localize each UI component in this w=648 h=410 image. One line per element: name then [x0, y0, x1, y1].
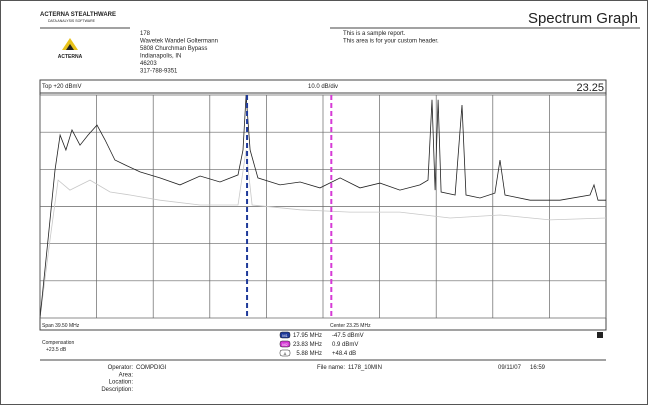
address-line: 317-788-9351: [140, 69, 178, 75]
address-line: Wavetek Wandel Goltermann: [140, 39, 218, 45]
address-line: 178: [140, 31, 151, 37]
trace: [39, 94, 606, 319]
field-value: COMPDIGI: [136, 365, 167, 371]
compensation-label: Compensation: [42, 340, 74, 346]
marker-tag: Δ: [284, 351, 287, 356]
header-note: This area is for your custom header.: [343, 39, 439, 45]
field-label: Location:: [109, 380, 134, 386]
address-line: 5808 Churchman Bypass: [140, 46, 207, 52]
field-label: Area:: [119, 372, 134, 378]
marker-level: 0.9 dBmV: [332, 342, 358, 348]
field-label: Description:: [101, 387, 133, 393]
file-label: File name:: [317, 365, 345, 371]
field-label: Operator:: [108, 365, 134, 371]
marker-badge: [279, 349, 291, 357]
page-title: Spectrum Graph: [528, 10, 638, 27]
trace: [39, 149, 607, 319]
marker-level: +48.4 dB: [332, 351, 356, 357]
address-line: Indianapolis, IN: [140, 54, 181, 60]
brand-sub: DATA ANALYSIS SOFTWARE: [48, 19, 96, 23]
scale-label: 10.0 dB/div: [308, 84, 338, 90]
time: 16:59: [530, 365, 546, 371]
logo: [66, 44, 74, 50]
print-icon: [597, 332, 603, 338]
span-label: Span 39.50 MHz: [42, 323, 80, 329]
address-line: 46203: [140, 61, 157, 67]
readout: 23.25: [576, 82, 604, 94]
date: 09/11/07: [498, 365, 522, 371]
brand: ACTERNA STEALTHWARE: [40, 12, 116, 18]
logo-text: ACTERNA: [58, 54, 83, 60]
marker-tag: M2: [282, 342, 288, 347]
compensation: +23.5 dB: [46, 347, 67, 353]
marker-level: -47.5 dBmV: [332, 333, 364, 339]
top-label: Top +20 dBmV: [42, 84, 82, 90]
file: 1178_10MIN: [348, 365, 382, 371]
marker-badge: [279, 340, 291, 348]
marker-tag: M1: [282, 333, 288, 338]
marker-freq: 23.83 MHz: [293, 342, 322, 348]
marker-badge: [279, 331, 291, 339]
marker-freq: 17.95 MHz: [293, 333, 322, 339]
center-label: Center 23.25 MHz: [330, 323, 371, 329]
marker-freq: 5.88 MHz: [296, 351, 322, 357]
header-note: This is a sample report.: [343, 31, 406, 37]
